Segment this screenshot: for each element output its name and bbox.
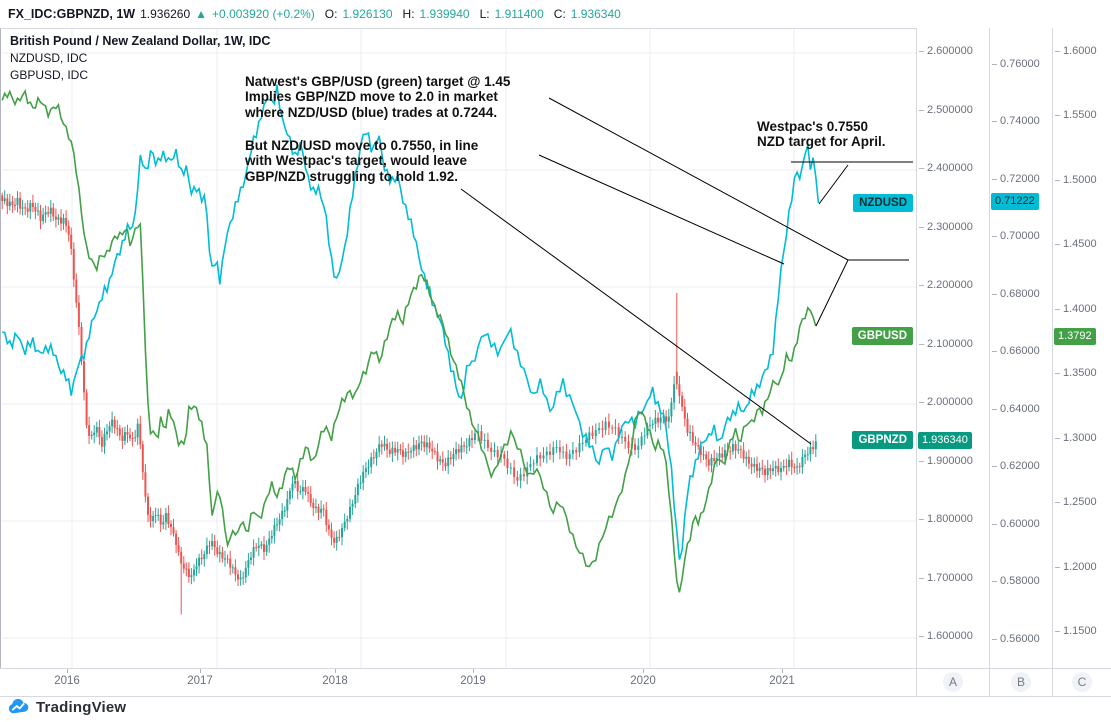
annotation-westpac-text[interactable]: Westpac's 0.7550 NZD target for April. [757, 119, 886, 150]
legend-main-symbol[interactable]: British Pound / New Zealand Dollar, 1W, … [10, 34, 271, 48]
series-tag-gbpusd: GBPUSD [851, 327, 913, 346]
low-label: L: [479, 6, 490, 21]
series-tag-nzdusd: NZDUSD [853, 193, 913, 212]
high-value: 1.939940 [419, 6, 470, 21]
axis-tick-label: 2.600000 [919, 45, 973, 57]
scale-marker-b[interactable]: B [1011, 672, 1031, 692]
year-tick [200, 669, 201, 673]
axis-tick-label: 1.1500 [1055, 625, 1097, 637]
current-price-label-nzdusd: 0.71222 [991, 193, 1039, 211]
close-value: 1.936340 [570, 6, 621, 21]
price-scale-nzdusd[interactable]: 0.76000 0.74000 0.72000 0.70000 0.68000 0.660… [989, 28, 1053, 668]
year-label: 2020 [630, 675, 656, 687]
year-label: 2016 [54, 675, 80, 687]
axis-separator [1052, 669, 1053, 696]
axis-tick-label: 1.800000 [919, 513, 973, 525]
year-label: 2018 [322, 675, 348, 687]
axis-tick-label: 1.2000 [1055, 560, 1097, 573]
open-value: 1.926130 [342, 6, 393, 21]
chart-pane[interactable] [0, 28, 916, 668]
axis-tick-label: 0.70000 [992, 230, 1040, 242]
tradingview-logo[interactable]: TradingView [8, 698, 126, 716]
axis-tick-label: 0.74000 [992, 115, 1040, 127]
axis-tick-label: 2.100000 [919, 337, 973, 350]
high-label: H: [402, 6, 415, 21]
nzdusd-line [2, 84, 820, 560]
axis-tick-label: 1.3000 [1055, 431, 1097, 444]
open-label: O: [324, 6, 338, 21]
axis-tick-label: 0.56000 [992, 632, 1040, 645]
axis-tick-label: 1.4500 [1055, 238, 1097, 250]
current-price-label-gbpusd: 1.3792 [1054, 327, 1096, 345]
price-scale-gbpusd[interactable]: 1.6000 1.5500 1.5000 1.4500 1.4000 1.3500 1.30… [1052, 28, 1111, 668]
axis-tick-label: 2.500000 [919, 103, 973, 116]
scale-marker-a[interactable]: A [943, 672, 963, 692]
year-label: 2019 [460, 675, 486, 687]
axis-separator [916, 669, 917, 696]
axis-tick-label: 2.000000 [919, 396, 973, 408]
axis-tick-label: 2.200000 [919, 279, 973, 291]
axis-tick-label: 2.300000 [919, 220, 973, 233]
axis-tick-label: 0.76000 [992, 57, 1040, 70]
change-arrow-icon: ▲ [195, 6, 208, 21]
series-tag-gbpnzd: GBPNZD [852, 431, 913, 450]
annotation-leader-lines[interactable] [460, 97, 913, 445]
symbol-info-bar[interactable]: FX_IDC:GBPNZD, 1W 1.936260 ▲ +0.003920 (… [0, 0, 1111, 27]
year-label: 2021 [769, 675, 795, 687]
chart-legend[interactable]: British Pound / New Zealand Dollar, 1W, … [10, 33, 270, 84]
annotation-natwest-text[interactable]: Natwest's GBP/USD (green) target @ 1.45 … [245, 74, 511, 120]
axis-tick-label: 0.58000 [992, 575, 1040, 587]
year-tick [67, 669, 68, 673]
axis-tick-label: 0.68000 [992, 287, 1040, 300]
year-tick [782, 669, 783, 673]
axis-tick-label: 1.6000 [1055, 44, 1097, 57]
leader-line-natwest[interactable] [548, 97, 849, 261]
axis-tick-label: 1.5000 [1055, 173, 1097, 186]
axis-tick-label: 0.60000 [992, 517, 1040, 530]
gbpusd-line [1, 88, 817, 593]
axis-tick-label: 1.600000 [919, 630, 973, 642]
axis-tick-label: 1.700000 [919, 571, 973, 584]
axis-tick-label: 2.400000 [919, 162, 973, 174]
axis-tick-label: 1.3500 [1055, 367, 1097, 379]
axis-tick-label: 1.900000 [919, 454, 973, 467]
axis-tick-label: 1.4000 [1055, 302, 1097, 315]
leader-line-to-gbpnzd[interactable] [460, 188, 812, 445]
legend-overlay-gbpusd[interactable]: GBPUSD, IDC [10, 68, 89, 82]
year-tick [643, 669, 644, 673]
price-scale-gbpnzd[interactable]: 2.600000 2.500000 2.400000 2.300000 2.200000… [916, 28, 990, 668]
axis-separator [989, 669, 990, 696]
low-value: 1.911400 [494, 6, 544, 21]
symbol-name[interactable]: FX_IDC:GBPNZD, 1W [8, 6, 136, 21]
chart-canvas[interactable] [1, 29, 917, 669]
axis-tick-label: 1.2500 [1055, 496, 1097, 508]
leader-line-nzd-move[interactable] [538, 154, 785, 265]
axis-tick-label: 0.62000 [992, 460, 1040, 472]
leader-line-to-gbpusd[interactable] [815, 259, 849, 327]
gbpnzd-candles [1, 190, 817, 615]
axis-tick-label: 0.66000 [992, 345, 1040, 357]
year-tick [473, 669, 474, 673]
close-label: C: [553, 6, 566, 21]
current-price-label-gbpnzd: 1.936340 [918, 431, 972, 449]
last-price: 1.936260 [140, 6, 191, 21]
scale-marker-c[interactable]: C [1072, 672, 1092, 692]
time-axis[interactable]: A B C 2016 2017 2018 2019 2020 2021 [0, 668, 1111, 697]
year-label: 2017 [187, 675, 213, 687]
axis-tick-label: 0.72000 [992, 172, 1040, 185]
price-change: +0.003920 (+0.2%) [212, 6, 315, 21]
tradingview-logo-text: TradingView [36, 698, 127, 716]
legend-overlay-nzdusd[interactable]: NZDUSD, IDC [10, 51, 88, 65]
axis-tick-label: 0.64000 [992, 402, 1040, 415]
tradingview-cloud-icon [8, 698, 29, 714]
leader-line-westpac[interactable] [818, 164, 849, 205]
axis-tick-label: 1.5500 [1055, 109, 1097, 121]
annotation-nzd-move-text[interactable]: But NZD/USD move to 0.7550, in line with… [245, 138, 479, 184]
year-tick [335, 669, 336, 673]
